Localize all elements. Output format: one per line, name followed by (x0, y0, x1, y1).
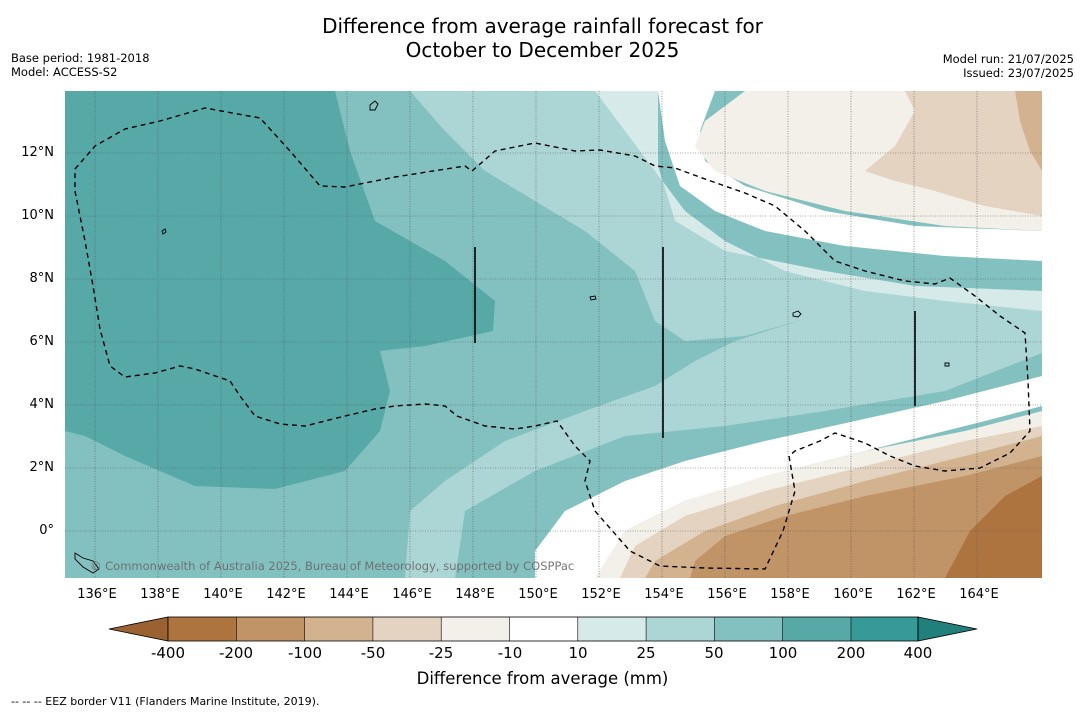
zone-wet-200 (65, 91, 495, 489)
lat-label-2n: 2°N (29, 460, 55, 475)
model-run: Model run: 21/07/2025 (942, 52, 1074, 66)
colorbar-bin-3 (304, 617, 373, 641)
zone-wet-25 (595, 91, 1042, 311)
lon-label-148e: 148°E (455, 587, 495, 602)
map-svg (65, 91, 1042, 578)
lon-label-138e: 138°E (140, 587, 180, 602)
title-line-1: Difference from average rainfall forecas… (322, 14, 763, 38)
base-info: Base period: 1981-2018 Model: ACCESS-S2 (11, 51, 150, 79)
colorbar (108, 616, 978, 642)
colorbar-bin-7 (577, 617, 647, 641)
lon-label-156e: 156°E (707, 587, 747, 602)
zone-neutral-north (658, 91, 1042, 261)
lon-label-144e: 144°E (329, 587, 369, 602)
issued-date: Issued: 23/07/2025 (963, 66, 1074, 80)
island (792, 310, 802, 318)
island (369, 100, 379, 111)
map-title: Difference from average rainfall forecas… (0, 14, 1085, 62)
cb-label: -25 (428, 644, 454, 662)
colorbar-over-arrow (917, 616, 978, 642)
cb-label: 50 (704, 644, 724, 662)
cb-label: -400 (150, 644, 186, 662)
colorbar-bin-4 (372, 617, 442, 641)
colorbar-bin-5 (441, 617, 510, 641)
islands (74, 100, 950, 574)
zone-wet-50 (405, 91, 1042, 578)
island (74, 552, 100, 574)
island (589, 295, 597, 301)
zone-dry-north-100 (1015, 91, 1042, 171)
lon-label-158e: 158°E (770, 587, 810, 602)
graticule (65, 91, 1042, 578)
cb-label: -50 (360, 644, 386, 662)
cb-label: 400 (903, 644, 933, 662)
lat-label-4n: 4°N (29, 397, 55, 412)
title-line-2: October to December 2025 (405, 38, 680, 62)
island (944, 362, 950, 367)
copyright-notice: © Commonwealth of Australia 2025, Bureau… (90, 559, 575, 573)
lat-label-0: 0° (39, 523, 54, 538)
colorbar-bin-10 (782, 617, 851, 641)
lon-label-136e: 136°E (77, 587, 117, 602)
lon-label-142e: 142°E (266, 587, 306, 602)
colorbar-bin-8 (646, 617, 715, 641)
base-period: Base period: 1981-2018 (11, 51, 150, 65)
boundary-lines (474, 247, 916, 438)
lat-label-12n: 12°N (21, 145, 54, 160)
cb-label: -200 (218, 644, 254, 662)
cb-label: 200 (836, 644, 866, 662)
lon-label-150e: 150°E (518, 587, 558, 602)
island (161, 228, 167, 235)
zone-dry-north-50 (865, 91, 1042, 216)
lon-label-140e: 140°E (203, 587, 243, 602)
colorbar-bin-9 (714, 617, 783, 641)
colorbar-title: Difference from average (mm) (416, 669, 669, 688)
lon-label-154e: 154°E (644, 587, 684, 602)
cb-label: 25 (636, 644, 656, 662)
lat-label-8n: 8°N (29, 271, 55, 286)
zone-dry-south-200 (690, 456, 1042, 578)
cb-label: -100 (287, 644, 323, 662)
lat-label-10n: 10°N (21, 208, 54, 223)
zone-dry-south-400 (945, 476, 1042, 578)
zone-neutral-south (535, 376, 1042, 578)
eez-border-palau-fsm (74, 107, 1031, 570)
lon-label-146e: 146°E (392, 587, 432, 602)
colorbar-outline (167, 616, 919, 642)
colorbar-bin-6 (509, 617, 578, 641)
model-name: Model: ACCESS-S2 (11, 65, 118, 79)
colorbar-under-arrow (108, 616, 169, 642)
rainfall-map (65, 91, 1042, 578)
eez-borders (74, 107, 1031, 570)
colorbar-bin-2 (236, 617, 305, 641)
lon-label-152e: 152°E (581, 587, 621, 602)
eez-footnote: -- -- -- EEZ border V11 (Flanders Marine… (11, 695, 320, 708)
colorbar-bin-1 (168, 617, 237, 641)
colorbar-bin-11 (851, 617, 918, 641)
colorbar-dividers (236, 617, 852, 641)
lat-label-6n: 6°N (29, 334, 55, 349)
lon-label-164e: 164°E (959, 587, 999, 602)
lon-label-160e: 160°E (833, 587, 873, 602)
cb-label: 10 (568, 644, 588, 662)
run-info: Model run: 21/07/2025 Issued: 23/07/2025 (943, 52, 1074, 80)
cb-label: -10 (497, 644, 523, 662)
lon-label-162e: 162°E (896, 587, 936, 602)
cb-label: 100 (768, 644, 798, 662)
